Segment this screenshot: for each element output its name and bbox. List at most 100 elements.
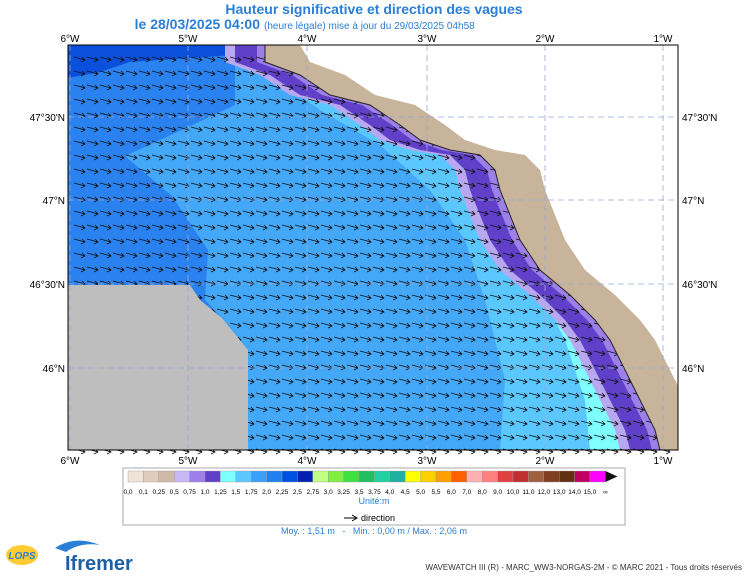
wave-arrow bbox=[320, 406, 333, 413]
wave-arrow bbox=[281, 168, 294, 175]
wave-arrow bbox=[216, 294, 229, 301]
wave-arrow bbox=[333, 322, 346, 329]
wave-arrow bbox=[476, 420, 489, 427]
wave-arrow bbox=[112, 70, 125, 77]
wave-arrow bbox=[385, 336, 398, 343]
wave-arrow bbox=[528, 336, 541, 343]
wave-arrow bbox=[125, 84, 138, 91]
wave-arrow bbox=[294, 378, 307, 385]
wave-arrow bbox=[281, 210, 294, 217]
wave-arrow bbox=[502, 378, 515, 385]
wave-arrow bbox=[177, 154, 190, 161]
wave-arrow bbox=[307, 322, 320, 329]
date: le 28/03/2025 04:00 bbox=[135, 16, 261, 32]
wave-arrow bbox=[138, 140, 151, 147]
wave-arrow bbox=[502, 420, 515, 427]
wave-arrow bbox=[203, 210, 216, 217]
wave-arrow bbox=[86, 266, 99, 273]
wave-arrow bbox=[164, 154, 177, 161]
wave-arrow bbox=[242, 56, 255, 63]
wave-arrow bbox=[307, 434, 320, 441]
wave-arrow bbox=[281, 140, 294, 147]
wave-arrow bbox=[203, 98, 216, 105]
wave-arrow bbox=[372, 392, 385, 399]
wave-arrow bbox=[125, 112, 138, 119]
wave-arrow bbox=[255, 84, 268, 91]
wave-arrow bbox=[372, 266, 385, 273]
wave-arrow bbox=[398, 210, 411, 217]
wave-arrow bbox=[411, 322, 424, 329]
legend: 0,0 0,1 0,25 0,5 0,75 1,0 1,25 1,5 1,75 2,0 2,25 2,… bbox=[123, 470, 618, 496]
wave-arrow bbox=[138, 98, 151, 105]
lat-label-right: 47°N bbox=[682, 196, 704, 207]
legend-swatch bbox=[220, 470, 236, 483]
wave-arrow bbox=[333, 420, 346, 427]
wave-arrow bbox=[489, 378, 502, 385]
lon-label-top: 4°W bbox=[298, 34, 318, 45]
wave-arrow bbox=[294, 392, 307, 399]
legend-label: 14,0 bbox=[568, 489, 581, 496]
wave-arrow bbox=[528, 406, 541, 413]
wave-arrow bbox=[99, 266, 112, 273]
wave-arrow bbox=[203, 224, 216, 231]
wave-arrow bbox=[320, 238, 333, 245]
legend-label: 2,75 bbox=[306, 489, 319, 496]
wave-arrow bbox=[307, 112, 320, 119]
legend-swatch bbox=[389, 470, 406, 483]
wave-arrow bbox=[554, 336, 567, 343]
legend-label: 0,25 bbox=[152, 489, 165, 496]
wave-arrow bbox=[411, 252, 424, 259]
wave-arrow bbox=[515, 350, 528, 357]
wave-arrow bbox=[151, 210, 164, 217]
wave-arrow bbox=[281, 294, 294, 301]
wave-arrow bbox=[359, 350, 372, 357]
wave-arrow bbox=[346, 406, 359, 413]
wave-arrow bbox=[476, 406, 489, 413]
wave-arrow bbox=[385, 378, 398, 385]
wave-arrow bbox=[229, 98, 242, 105]
wave-arrow bbox=[398, 322, 411, 329]
wave-arrow bbox=[541, 392, 554, 399]
wave-arrow bbox=[359, 224, 372, 231]
wave-arrow bbox=[476, 168, 489, 175]
wave-arrow bbox=[242, 210, 255, 217]
wave-arrow bbox=[255, 434, 268, 441]
wave-arrow bbox=[463, 224, 476, 231]
wave-arrow bbox=[216, 70, 229, 77]
wave-arrow bbox=[515, 294, 528, 301]
wave-arrow bbox=[346, 350, 359, 357]
wave-arrow bbox=[229, 56, 242, 63]
wave-arrow bbox=[554, 406, 567, 413]
wave-arrow bbox=[307, 238, 320, 245]
wave-arrow bbox=[255, 126, 268, 133]
wave-arrow bbox=[346, 266, 359, 273]
wave-arrow bbox=[411, 168, 424, 175]
wave-arrow bbox=[177, 224, 190, 231]
wave-arrow bbox=[99, 140, 112, 147]
wave-arrow bbox=[281, 322, 294, 329]
wave-arrow bbox=[281, 154, 294, 161]
legend-label: 6,0 bbox=[447, 489, 456, 496]
wave-arrow bbox=[333, 238, 346, 245]
wave-arrow bbox=[255, 252, 268, 259]
lat-label-right: 47°30'N bbox=[682, 113, 717, 124]
wave-arrow bbox=[450, 322, 463, 329]
wave-arrow bbox=[216, 182, 229, 189]
wave-arrow bbox=[450, 294, 463, 301]
wave-arrow bbox=[307, 266, 320, 273]
wave-arrow bbox=[294, 364, 307, 371]
wave-arrow bbox=[606, 420, 619, 427]
wave-arrow bbox=[333, 294, 346, 301]
map-frame bbox=[67, 44, 679, 451]
wave-arrow bbox=[73, 84, 86, 91]
wave-arrow bbox=[489, 224, 502, 231]
wave-arrow bbox=[450, 434, 463, 441]
ifremer-fish bbox=[55, 540, 100, 552]
lon-label-bottom: 2°W bbox=[536, 456, 556, 467]
wave-arrow bbox=[216, 140, 229, 147]
wave-arrow bbox=[203, 140, 216, 147]
wave-arrow bbox=[216, 210, 229, 217]
wave-arrow bbox=[294, 168, 307, 175]
wave-arrow bbox=[112, 182, 125, 189]
wave-arrow bbox=[229, 224, 242, 231]
